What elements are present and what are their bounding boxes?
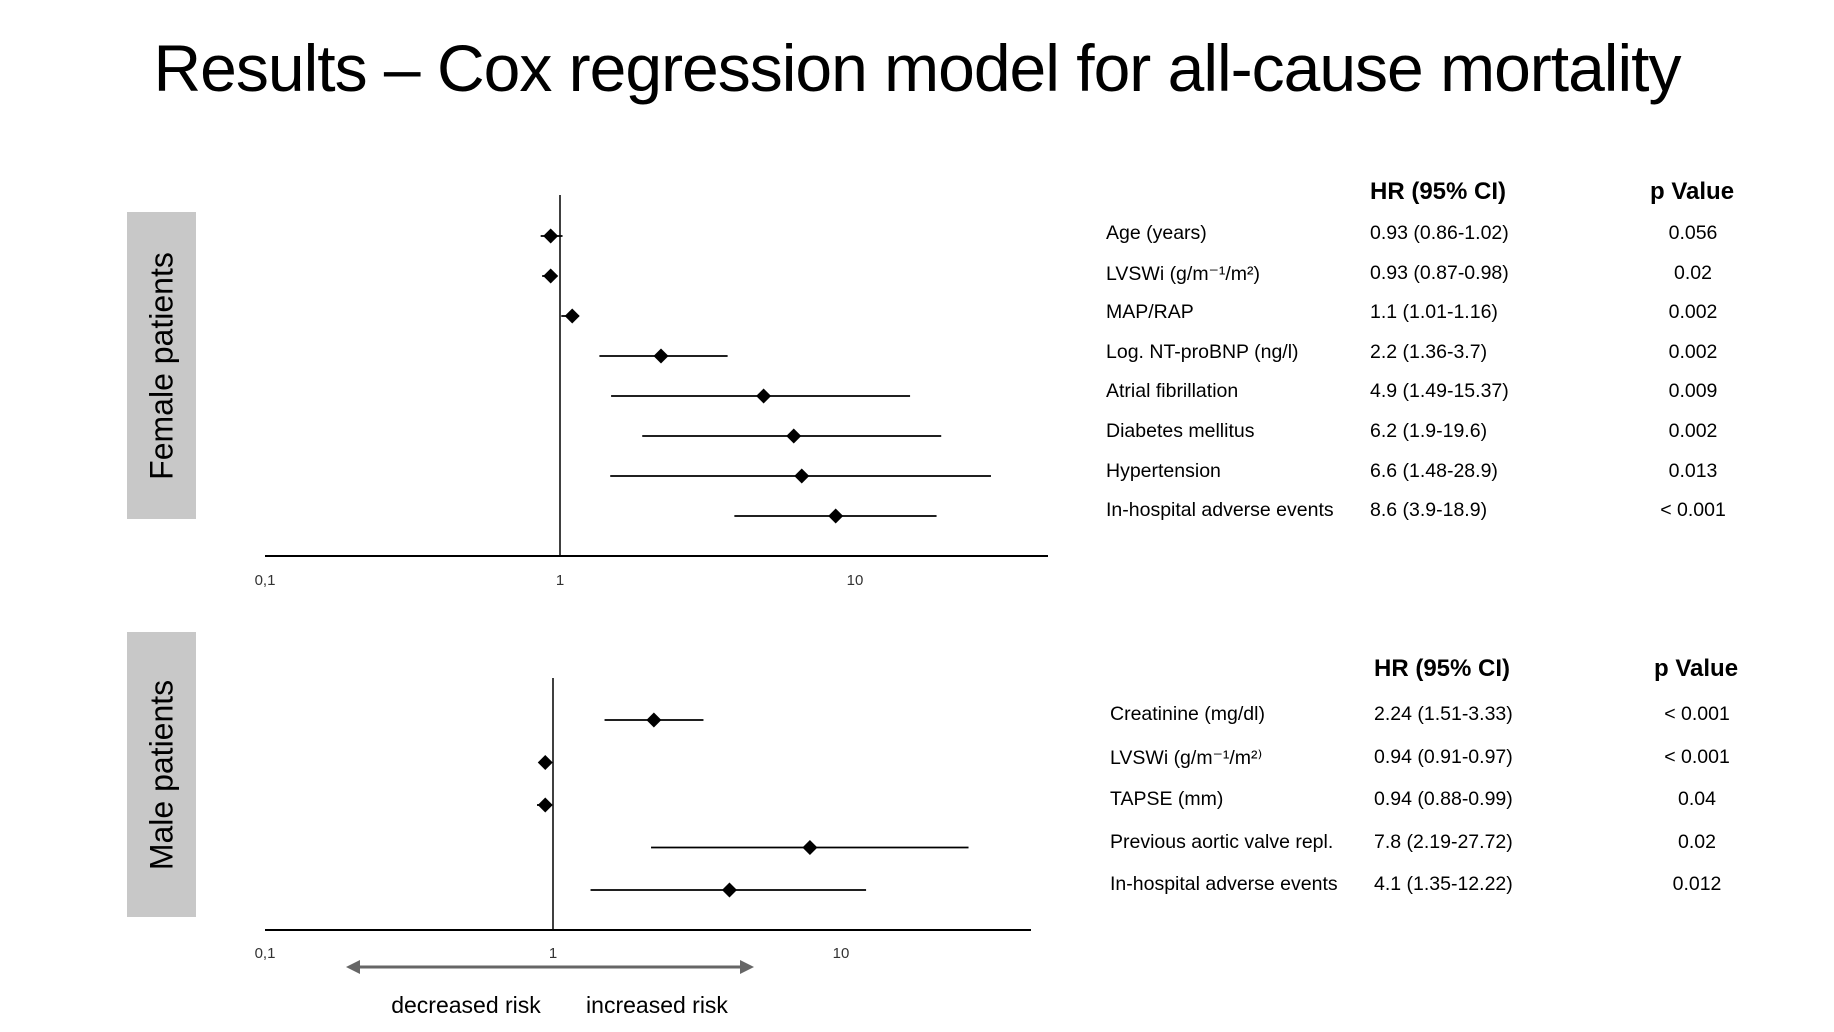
male-tick-label: 1	[549, 945, 557, 962]
male-p-value: < 0.001	[1664, 745, 1730, 768]
female-variable-label: MAP/RAP	[1106, 301, 1194, 324]
male-variable-label: LVSWi (g/m⁻¹/m²⁾	[1110, 746, 1263, 769]
male-hr-ci-value: 0.94 (0.88-0.99)	[1374, 788, 1513, 810]
male-hr-ci-value: 2.24 (1.51-3.33)	[1374, 703, 1513, 725]
risk-arrow-right-head	[740, 960, 754, 974]
male-group-label: Male patients	[127, 632, 196, 917]
male-hr-ci-value: 4.1 (1.35-12.22)	[1374, 873, 1513, 895]
female-tick-label: 1	[556, 572, 564, 589]
female-variable-label: Atrial fibrillation	[1106, 380, 1239, 403]
female-hr-point	[828, 508, 844, 524]
slide-title: Results – Cox regression model for all-c…	[153, 31, 1682, 105]
male-variable-label: Previous aortic valve repl.	[1110, 830, 1334, 853]
male-tick-label: 10	[833, 945, 850, 962]
female-hr-ci-value: 6.6 (1.48-28.9)	[1370, 459, 1498, 482]
male-variable-label: Creatinine (mg/dl)	[1110, 703, 1265, 725]
female-hr-ci-value: 0.93 (0.87-0.98)	[1370, 261, 1509, 284]
female-p-value: 0.056	[1668, 222, 1718, 244]
male-tick-label: 0,1	[255, 945, 276, 962]
male-p-value: 0.04	[1678, 788, 1716, 810]
male-hr-point	[537, 755, 553, 770]
female-variable-label: In-hospital adverse events	[1106, 499, 1334, 522]
female-forest-plot: 0,1 1 10	[255, 195, 1048, 589]
female-hr-ci-value: 6.2 (1.9-19.6)	[1370, 420, 1488, 442]
female-tick-label: 0,1	[255, 572, 276, 589]
female-hr-ci-value: 8.6 (3.9-18.9)	[1370, 499, 1488, 522]
female-variable-label: Diabetes mellitus	[1106, 420, 1255, 442]
female-p-value: 0.002	[1668, 301, 1718, 324]
female-hr-point	[543, 228, 559, 244]
female-hr-ci-value: 2.2 (1.36-3.7)	[1370, 340, 1488, 363]
female-hr-point	[564, 308, 580, 324]
male-p-value: 0.012	[1672, 873, 1722, 895]
female-hr-ci-value: 4.9 (1.49-15.37)	[1370, 380, 1509, 403]
male-variable-label: In-hospital adverse events	[1110, 873, 1338, 895]
increased-risk-label: increased risk	[586, 992, 728, 1018]
risk-arrow	[346, 960, 754, 974]
female-hr-point	[653, 348, 669, 364]
female-tick-label: 10	[847, 572, 864, 589]
female-p-value: 0.002	[1668, 340, 1718, 363]
male-hr-point	[646, 712, 662, 728]
female-p-value: 0.02	[1674, 261, 1712, 284]
male-p-value: 0.02	[1678, 830, 1716, 853]
male-hr-point	[537, 797, 553, 813]
female-hr-point	[786, 428, 802, 444]
female-hr-ci-value: 1.1 (1.01-1.16)	[1370, 301, 1498, 324]
female-group-label: Female patients	[127, 212, 196, 519]
female-hr-point	[543, 268, 559, 284]
female-hr-point	[756, 388, 772, 404]
female-p-value: < 0.001	[1660, 499, 1726, 522]
risk-arrow-left-head	[346, 960, 360, 974]
female-hr-ci-value: 0.93 (0.86-1.02)	[1370, 222, 1509, 244]
female-p-value: 0.002	[1668, 420, 1718, 442]
female-hr-point	[794, 468, 810, 484]
male-hr-ci-value: 0.94 (0.91-0.97)	[1374, 745, 1513, 768]
female-variable-label: LVSWi (g/m⁻¹/m²)	[1106, 262, 1261, 285]
male-p-header: p Value	[1654, 655, 1739, 682]
decreased-risk-label: decreased risk	[391, 992, 541, 1018]
male-hr-header: HR (95% CI)	[1374, 655, 1511, 682]
male-forest-plot: 0,1 1 10	[255, 678, 1031, 962]
male-hr-ci-value: 7.8 (2.19-27.72)	[1374, 830, 1513, 853]
female-p-value: 0.013	[1668, 459, 1718, 482]
female-p-value: 0.009	[1668, 380, 1718, 403]
female-variable-label: Age (years)	[1106, 222, 1207, 244]
female-hr-header: HR (95% CI)	[1370, 178, 1507, 205]
male-p-value: < 0.001	[1664, 703, 1730, 725]
female-p-header: p Value	[1650, 178, 1735, 205]
male-hr-point	[802, 840, 818, 855]
female-variable-label: Hypertension	[1106, 459, 1221, 482]
male-variable-label: TAPSE (mm)	[1110, 788, 1224, 810]
male-hr-point	[721, 882, 737, 898]
female-variable-label: Log. NT-proBNP (ng/l)	[1106, 340, 1299, 363]
